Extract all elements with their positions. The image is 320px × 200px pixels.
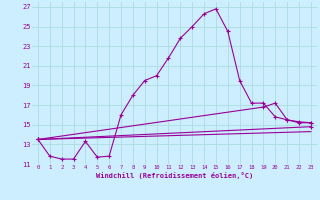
X-axis label: Windchill (Refroidissement éolien,°C): Windchill (Refroidissement éolien,°C) — [96, 172, 253, 179]
